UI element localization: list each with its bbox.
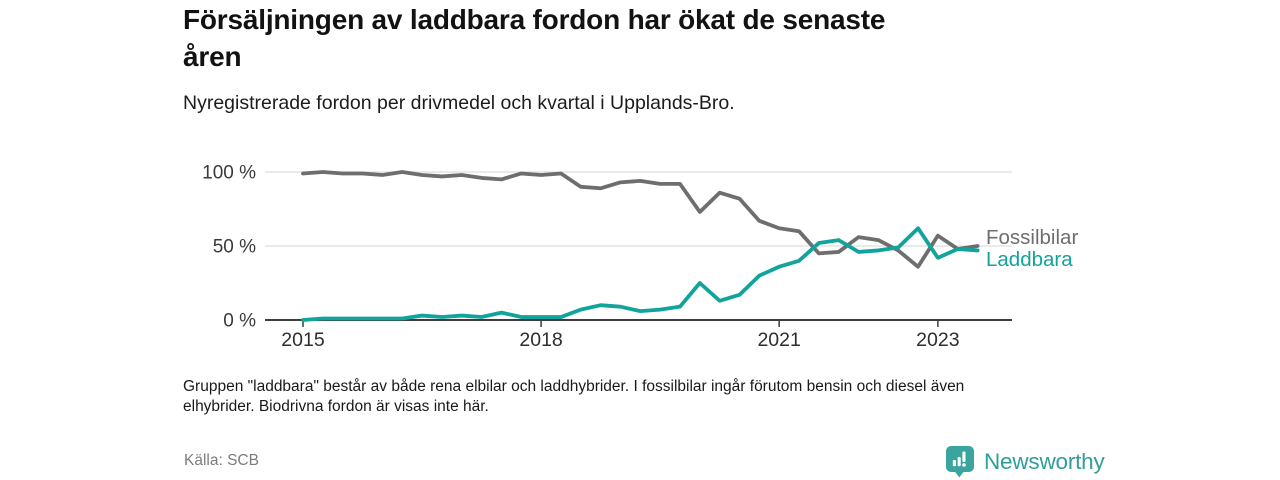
x-axis-label-2018: 2018 <box>519 329 562 351</box>
newsworthy-wordmark: Newsworthy <box>984 448 1105 474</box>
chart-title-line-2: åren <box>183 41 242 72</box>
x-axis-label-2021: 2021 <box>757 329 800 351</box>
series-line-laddbara <box>301 226 980 322</box>
chart-footnote: Gruppen "laddbara" består av både rena e… <box>183 377 964 417</box>
newsworthy-logo: Newsworthy <box>945 445 1105 478</box>
y-axis-label-0: 0 % <box>223 311 256 332</box>
y-axis-label-50: 50 % <box>213 237 256 258</box>
chart-subtitle: Nyregistrerade fordon per drivmedel och … <box>183 92 735 114</box>
x-axis-label-2015: 2015 <box>281 329 325 351</box>
footnote-line-1: Gruppen "laddbara" består av både rena e… <box>183 378 965 395</box>
chart-title: Försäljningen av laddbara fordon har öka… <box>183 1 885 75</box>
legend-label-fossilbilar: Fossilbilar <box>986 226 1078 249</box>
line-chart: 0 % 50 % 100 % 2015 2018 2021 2023 FossilbilarL… <box>202 163 1078 352</box>
x-axis-label-2023: 2023 <box>916 329 959 351</box>
series-line-fossilbilar <box>301 170 980 269</box>
legend-label-laddbara: Laddbara <box>986 248 1073 271</box>
y-axis-label-100: 100 % <box>202 163 256 184</box>
chart-title-line-1: Försäljningen av laddbara fordon har öka… <box>183 4 886 35</box>
source-label: Källa: SCB <box>184 452 259 469</box>
footnote-line-2: elhybrider. Biodrivna fordon är visas in… <box>183 398 489 415</box>
newsworthy-bubble-barchart-icon <box>946 446 974 478</box>
